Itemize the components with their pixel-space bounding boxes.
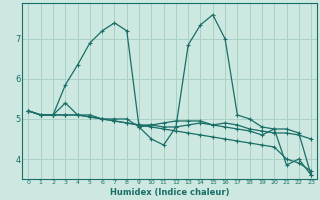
X-axis label: Humidex (Indice chaleur): Humidex (Indice chaleur) bbox=[110, 188, 229, 197]
